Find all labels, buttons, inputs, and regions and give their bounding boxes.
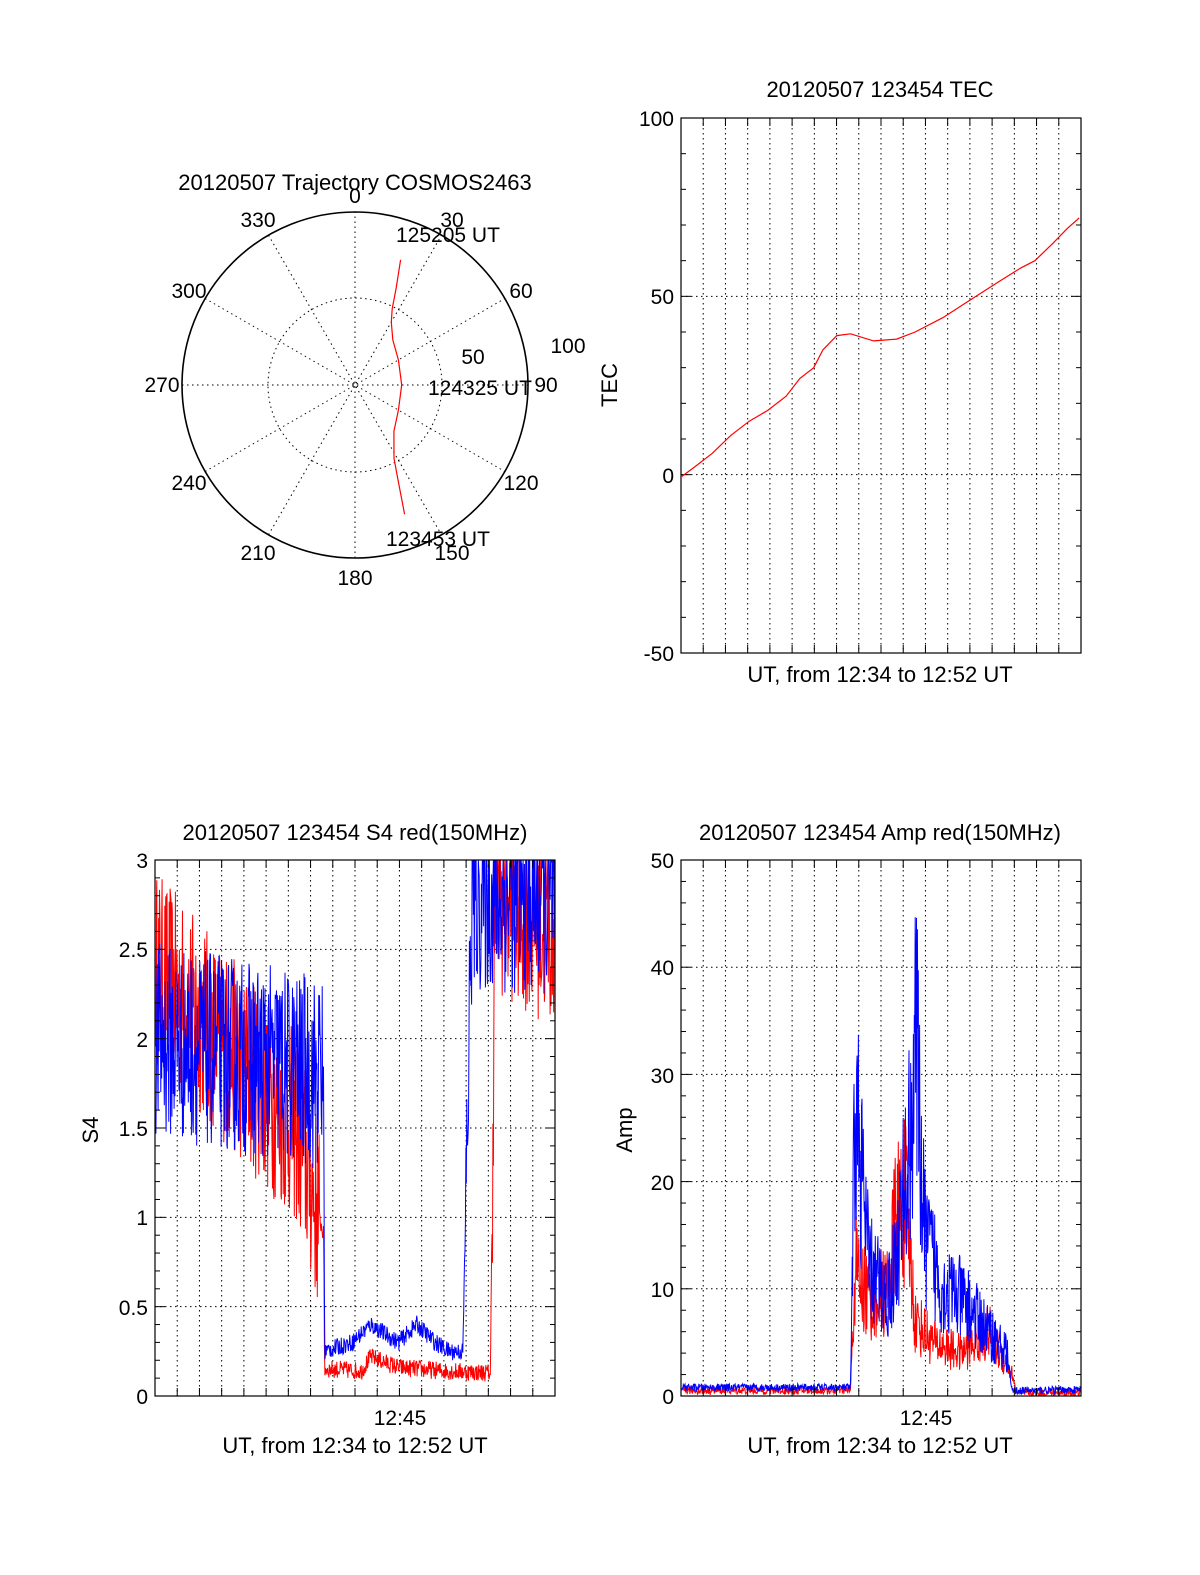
s4-xtick-1245: 12:45 xyxy=(374,1407,427,1430)
polar-ring-100 xyxy=(181,211,529,559)
tec-xlabel: UT, from 12:34 to 12:52 UT xyxy=(747,662,1012,687)
polar-spoke-150 xyxy=(268,234,442,536)
radial-label-100: 100 xyxy=(550,335,585,358)
az-label-270: 270 xyxy=(144,374,179,397)
tec-plot: 20120507 123454 TEC 100 50 0 -50 TEC UT,… xyxy=(597,77,1082,687)
s4-ytick-0.5: 0.5 xyxy=(119,1297,148,1320)
s4-ytick-2: 2 xyxy=(136,1029,148,1052)
az-label-240: 240 xyxy=(171,472,206,495)
amp-ylabel: Amp xyxy=(612,1107,637,1152)
polar-ring-50 xyxy=(267,297,443,473)
polar-spoke-30 xyxy=(268,234,442,536)
az-label-180: 180 xyxy=(337,567,372,590)
amp-title: 20120507 123454 Amp red(150MHz) xyxy=(699,820,1061,845)
amp-xtick-1245: 12:45 xyxy=(900,1407,953,1430)
tec-ytick-0: 0 xyxy=(662,465,674,488)
tec-ylabel: TEC xyxy=(597,363,622,407)
az-label-60: 60 xyxy=(509,280,532,303)
s4-xlabel: UT, from 12:34 to 12:52 UT xyxy=(222,1433,487,1458)
trajectory-start-label: 123453 UT xyxy=(386,528,490,551)
polar-title: 20120507 Trajectory COSMOS2463 xyxy=(178,170,531,195)
s4-ytick-3: 3 xyxy=(136,850,148,873)
tec-title: 20120507 123454 TEC xyxy=(766,77,993,102)
tec-ytick-neg50: -50 xyxy=(644,643,674,666)
trajectory-end-label: 125205 UT xyxy=(396,224,500,247)
amp-ytick-40: 40 xyxy=(651,957,674,980)
tec-ytick-50: 50 xyxy=(651,286,674,309)
az-label-120: 120 xyxy=(503,472,538,495)
amp-plot: 20120507 123454 Amp red(150MHz) 0 10 20 … xyxy=(612,820,1082,1458)
az-label-330: 330 xyxy=(240,209,275,232)
trajectory-mid-label: 124325 UT xyxy=(428,377,532,400)
amp-ytick-50: 50 xyxy=(651,850,674,873)
s4-ylabel: S4 xyxy=(78,1117,103,1144)
az-label-90: 90 xyxy=(534,374,557,397)
amp-ytick-0: 0 xyxy=(662,1386,674,1409)
trajectory-line xyxy=(390,259,406,515)
amp-ytick-10: 10 xyxy=(651,1279,674,1302)
s4-title: 20120507 123454 S4 red(150MHz) xyxy=(183,820,528,845)
s4-series-red xyxy=(155,860,555,1382)
radial-label-50: 50 xyxy=(461,346,484,369)
s4-plot: 20120507 123454 S4 red(150MHz) 0 0.5 1 1… xyxy=(78,820,556,1458)
tec-series-red xyxy=(681,217,1080,477)
az-label-300: 300 xyxy=(171,280,206,303)
az-label-30: 30 xyxy=(440,209,463,232)
amp-series-blue xyxy=(681,917,1081,1396)
amp-xlabel: UT, from 12:34 to 12:52 UT xyxy=(747,1433,1012,1458)
az-label-210: 210 xyxy=(240,542,275,565)
az-label-150: 150 xyxy=(434,542,469,565)
amp-ytick-30: 30 xyxy=(651,1065,674,1088)
s4-ytick-0: 0 xyxy=(136,1386,148,1409)
s4-ytick-1: 1 xyxy=(136,1207,148,1230)
amp-ytick-20: 20 xyxy=(651,1172,674,1195)
az-label-0: 0 xyxy=(349,185,361,208)
polar-plot: 20120507 Trajectory COSMOS2463 0 30 60 9… xyxy=(144,170,585,590)
s4-ytick-2.5: 2.5 xyxy=(119,939,148,962)
s4-ytick-1.5: 1.5 xyxy=(119,1118,148,1141)
tec-ytick-100: 100 xyxy=(639,108,674,131)
